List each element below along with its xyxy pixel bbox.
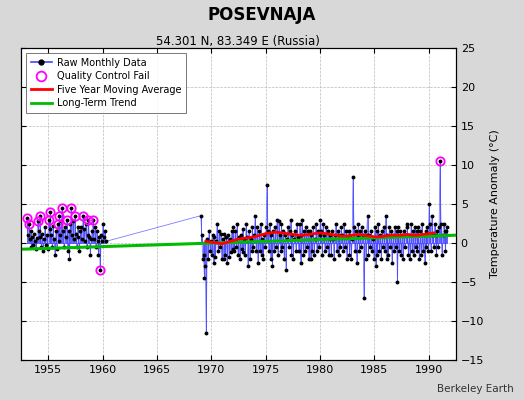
Text: Berkeley Earth: Berkeley Earth xyxy=(437,384,514,394)
Text: POSEVNAJA: POSEVNAJA xyxy=(208,6,316,24)
Title: 54.301 N, 83.349 E (Russia): 54.301 N, 83.349 E (Russia) xyxy=(157,35,320,48)
Legend: Raw Monthly Data, Quality Control Fail, Five Year Moving Average, Long-Term Tren: Raw Monthly Data, Quality Control Fail, … xyxy=(26,53,187,113)
Y-axis label: Temperature Anomaly (°C): Temperature Anomaly (°C) xyxy=(489,130,500,278)
